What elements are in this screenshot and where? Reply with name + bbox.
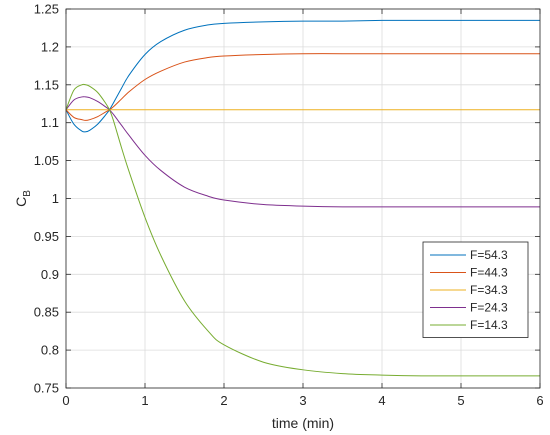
x-tick-label: 4 [378, 393, 385, 408]
y-tick-labels: 0.75 0.8 0.85 0.9 0.95 1 1.05 1.1 1.15 1.2 1.25 [34, 2, 59, 396]
y-axis-label: CB [13, 190, 33, 207]
x-tick-label: 0 [62, 393, 69, 408]
x-tick-label: 6 [536, 393, 543, 408]
series-line [65, 19, 540, 133]
x-tick-label: 5 [457, 393, 464, 408]
x-tick-label: 1 [141, 393, 148, 408]
y-axis-label-subscript: B [22, 190, 33, 197]
y-tick-label: 0.85 [34, 305, 59, 320]
series-line [65, 96, 540, 208]
x-tick-label: 3 [299, 393, 306, 408]
legend-label: F=24.3 [470, 301, 508, 315]
y-tick-label: 1.2 [41, 39, 59, 54]
legend: F=54.3 F=44.3 F=34.3 F=24.3 F=14.3 [422, 241, 529, 338]
y-tick-label: 0.8 [41, 343, 59, 358]
y-axis-label-main: C [13, 197, 29, 207]
y-tick-label: 0.95 [34, 229, 59, 244]
y-tick-label: 1.1 [41, 115, 59, 130]
y-tick-label: 1.05 [34, 153, 59, 168]
y-tick-label: 1.25 [34, 2, 59, 17]
y-tick-label: 0.75 [34, 381, 59, 396]
x-tick-labels: 0 1 2 3 4 5 6 [62, 393, 543, 408]
legend-label: F=14.3 [470, 318, 508, 332]
legend-label: F=44.3 [470, 266, 508, 280]
y-tick-label: 0.9 [41, 267, 59, 282]
x-tick-label: 2 [220, 393, 227, 408]
y-tick-label: 1.15 [34, 77, 59, 92]
legend-label: F=34.3 [470, 283, 508, 297]
axis-ticks [65, 8, 541, 389]
series-lines [65, 19, 540, 377]
legend-label: F=54.3 [470, 248, 508, 262]
x-axis-label: time (min) [272, 415, 334, 431]
series-line [65, 53, 540, 121]
y-tick-label: 1 [52, 191, 59, 206]
series-line [65, 83, 540, 377]
